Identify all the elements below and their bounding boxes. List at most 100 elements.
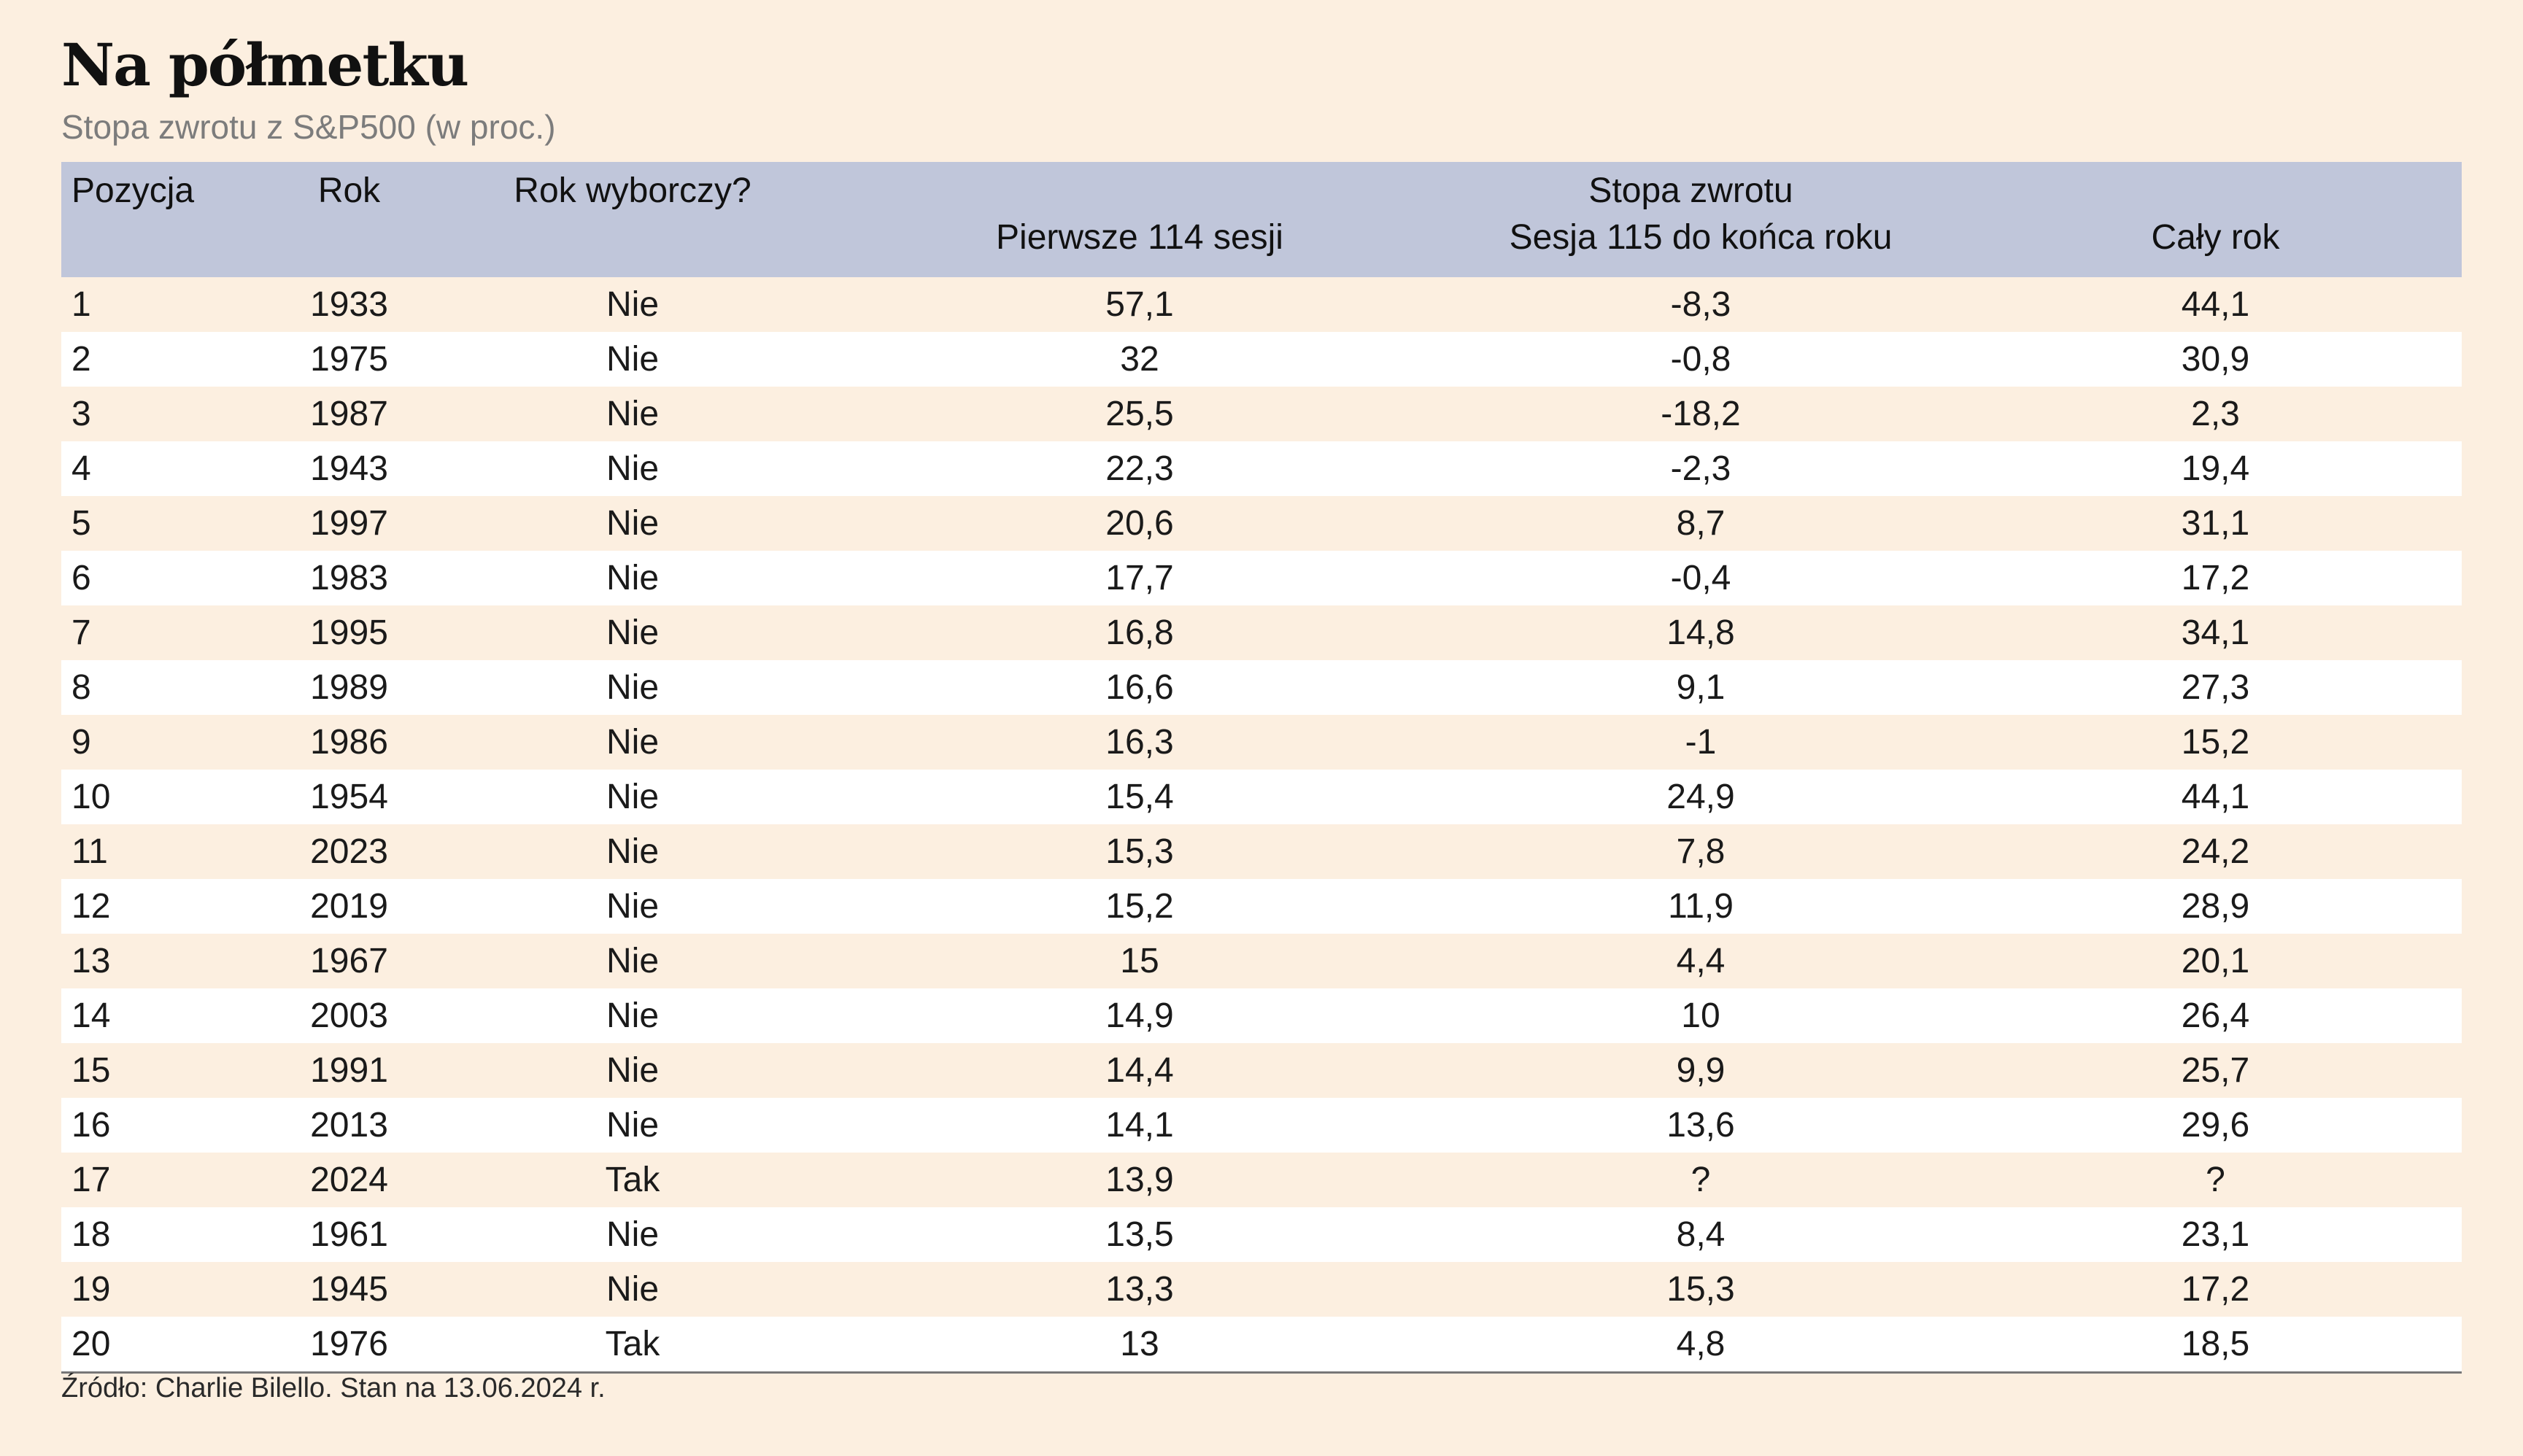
table-body: 1 1933 Nie 57,1 -8,3 44,1 2 1975 Nie 32 -0,8 30,9 3 1…: [61, 277, 2462, 1374]
cell-full-year: 18,5: [1969, 1317, 2462, 1374]
table-row: 10 1954 Nie 15,4 24,9 44,1: [61, 770, 2462, 824]
cell-year: 1991: [310, 1051, 388, 1090]
cell-election-year: Nie: [606, 887, 660, 926]
cell-year: 2019: [310, 887, 388, 926]
chart-subtitle: Stopa zwrotu z S&P500 (w proc.): [61, 108, 556, 146]
cell-position: 12: [72, 887, 111, 926]
cell-full-year: 19,4: [2181, 449, 2250, 488]
cell-year: 1945: [310, 1270, 388, 1309]
cell-session-115-to-end: -8,3: [1670, 285, 1731, 324]
cell-session-115-to-end: ?: [1691, 1161, 1711, 1199]
cell-first-114-sessions: 25,5: [1105, 395, 1174, 433]
cell-session-115-to-end: 11,9: [1668, 887, 1734, 926]
table-row: 9 1986 Nie 16,3 -1 15,2: [61, 715, 2462, 770]
cell-election-year: Nie: [606, 449, 660, 488]
header-session-115-to-end: Sesja 115 do końca roku: [1509, 218, 1893, 257]
cell-election-year: Nie: [606, 559, 660, 597]
table-row: 20 1976 Tak 13 4,8 18,5: [61, 1317, 2462, 1374]
cell-position: 11: [72, 832, 108, 871]
cell-session-115-to-end: 4,4: [1676, 942, 1726, 980]
cell-year: 1995: [310, 613, 388, 652]
cell-position: 16: [72, 1106, 111, 1145]
cell-position: 13: [72, 942, 111, 980]
cell-session-115-to-end: -0,8: [1670, 340, 1731, 379]
cell-position: 19: [72, 1270, 111, 1309]
cell-first-114-sessions: 15: [1120, 942, 1159, 980]
cell-election-year: Nie: [606, 668, 660, 707]
cell-session-115-to-end: -0,4: [1670, 559, 1731, 597]
returns-table: Pozycja Rok Rok wyborczy? Stopa zwrotu P…: [61, 162, 2462, 1374]
table-row: 12 2019 Nie 15,2 11,9 28,9: [61, 879, 2462, 934]
table-row: 18 1961 Nie 13,5 8,4 23,1: [61, 1207, 2462, 1262]
cell-session-115-to-end: 7,8: [1676, 832, 1726, 871]
table-row: 6 1983 Nie 17,7 -0,4 17,2: [61, 551, 2462, 605]
table-row: 11 2023 Nie 15,3 7,8 24,2: [61, 824, 2462, 879]
cell-first-114-sessions: 16,8: [1105, 613, 1174, 652]
cell-first-114-sessions: 15,2: [1105, 887, 1174, 926]
cell-year: 1933: [310, 285, 388, 324]
cell-session-115-to-end: 9,9: [1676, 1051, 1726, 1090]
cell-position: 8: [72, 668, 91, 707]
cell-election-year: Nie: [606, 285, 660, 324]
cell-position: 15: [72, 1051, 111, 1090]
cell-position: 18: [72, 1215, 111, 1254]
cell-first-114-sessions: 14,4: [1105, 1051, 1174, 1090]
cell-full-year: 44,1: [2181, 778, 2250, 816]
cell-session-115-to-end: -18,2: [1661, 395, 1741, 433]
cell-election-year: Nie: [606, 340, 660, 379]
table-row: 16 2013 Nie 14,1 13,6 29,6: [61, 1098, 2462, 1153]
cell-position: 4: [72, 449, 91, 488]
cell-position: 1: [72, 285, 91, 324]
cell-first-114-sessions: 15,3: [1105, 832, 1174, 871]
cell-first-114-sessions: 13,3: [1105, 1270, 1174, 1309]
cell-full-year: 25,7: [2181, 1051, 2250, 1090]
cell-year: 1983: [310, 559, 388, 597]
cell-full-year: 26,4: [2181, 996, 2250, 1035]
cell-first-114-sessions: 13,5: [1105, 1215, 1174, 1254]
cell-full-year: 27,3: [2181, 668, 2250, 707]
cell-full-year: 15,2: [2181, 723, 2250, 762]
cell-session-115-to-end: 8,7: [1676, 504, 1726, 543]
cell-first-114-sessions: 13,9: [1105, 1161, 1174, 1199]
cell-election-year: Nie: [606, 723, 660, 762]
cell-position: 2: [72, 340, 91, 379]
table-row: 15 1991 Nie 14,4 9,9 25,7: [61, 1043, 2462, 1098]
cell-first-114-sessions: 17,7: [1105, 559, 1174, 597]
cell-election-year: Nie: [606, 832, 660, 871]
header-full-year: Cały rok: [2151, 218, 2280, 257]
cell-first-114-sessions: 20,6: [1105, 504, 1174, 543]
cell-full-year: 2,3: [2191, 395, 2240, 433]
cell-session-115-to-end: 14,8: [1666, 613, 1735, 652]
cell-full-year: 17,2: [2181, 1270, 2250, 1309]
cell-year: 1967: [310, 942, 388, 980]
cell-first-114-sessions: 22,3: [1105, 449, 1174, 488]
cell-position: 6: [72, 559, 91, 597]
cell-first-114-sessions: 16,3: [1105, 723, 1174, 762]
header-return-group: Stopa zwrotu: [847, 162, 2462, 217]
table-row: 3 1987 Nie 25,5 -18,2 2,3: [61, 387, 2462, 441]
table-row: 14 2003 Nie 14,9 10 26,4: [61, 988, 2462, 1043]
table-header: Pozycja Rok Rok wyborczy? Stopa zwrotu P…: [61, 162, 2462, 277]
cell-election-year: Nie: [606, 1106, 660, 1145]
cell-election-year: Tak: [418, 1317, 847, 1374]
cell-full-year: 20,1: [2181, 942, 2250, 980]
cell-year: 2024: [310, 1161, 388, 1199]
table-row: 1 1933 Nie 57,1 -8,3 44,1: [61, 277, 2462, 332]
cell-year: 2003: [310, 996, 388, 1035]
cell-year: 1943: [310, 449, 388, 488]
cell-election-year: Nie: [606, 613, 660, 652]
cell-session-115-to-end: 8,4: [1676, 1215, 1726, 1254]
cell-session-115-to-end: -1: [1685, 723, 1717, 762]
cell-full-year: 17,2: [2181, 559, 2250, 597]
cell-year: 1954: [310, 778, 388, 816]
cell-position: 7: [72, 613, 91, 652]
cell-first-114-sessions: 14,9: [1105, 996, 1174, 1035]
table-row: 5 1997 Nie 20,6 8,7 31,1: [61, 496, 2462, 551]
cell-full-year: ?: [2206, 1161, 2225, 1199]
cell-first-114-sessions: 16,6: [1105, 668, 1174, 707]
header-election-year: Rok wyborczy?: [514, 171, 752, 210]
cell-election-year: Nie: [606, 395, 660, 433]
cell-year: 2013: [310, 1106, 388, 1145]
table-row: 4 1943 Nie 22,3 -2,3 19,4: [61, 441, 2462, 496]
cell-election-year: Nie: [606, 504, 660, 543]
